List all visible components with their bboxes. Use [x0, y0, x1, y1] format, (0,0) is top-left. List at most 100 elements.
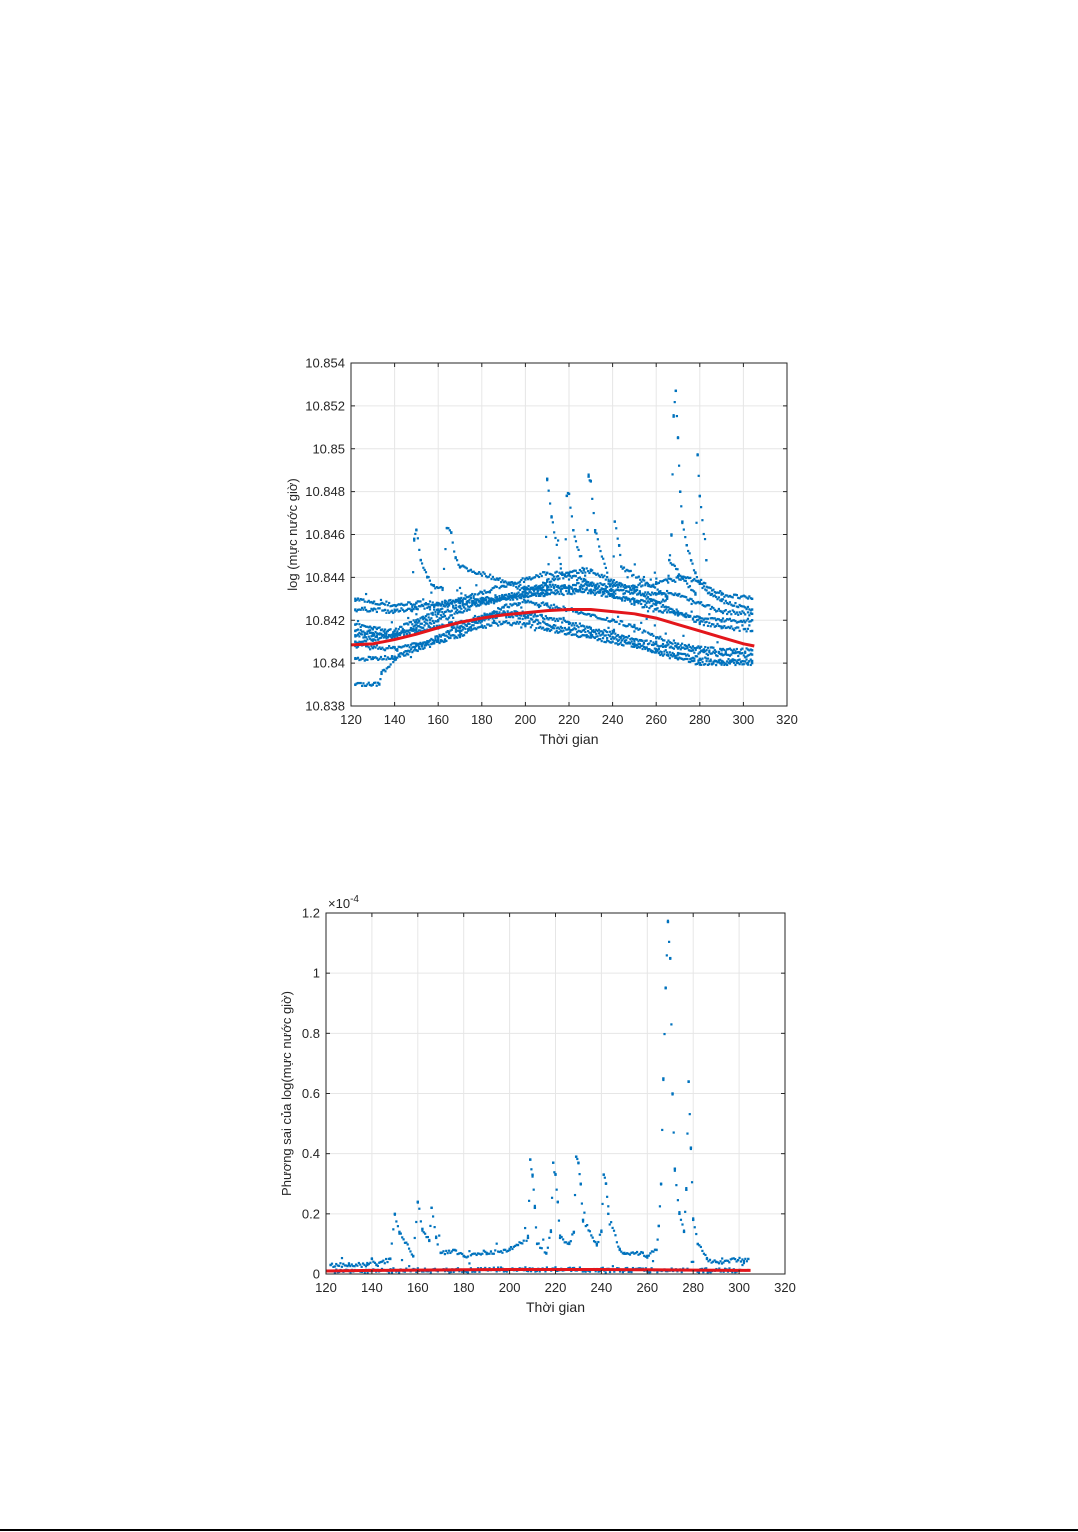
data-point — [561, 584, 564, 587]
data-point — [378, 683, 381, 686]
data-point — [701, 660, 704, 664]
data-point — [664, 645, 667, 648]
data-point — [671, 642, 674, 645]
data-point — [615, 527, 618, 530]
data-point — [619, 641, 622, 644]
data-point — [742, 619, 745, 622]
data-point — [682, 646, 685, 649]
data-point — [498, 586, 501, 590]
data-point — [544, 1270, 547, 1273]
data-point — [430, 617, 433, 620]
data-point — [563, 619, 567, 622]
data-point — [377, 607, 380, 610]
data-point — [716, 654, 719, 658]
data-point — [355, 682, 358, 685]
data-point — [536, 614, 539, 618]
data-point — [483, 619, 486, 622]
data-point — [712, 623, 715, 626]
data-point — [710, 605, 714, 609]
data-point — [555, 589, 558, 592]
data-point — [592, 613, 595, 616]
data-point — [615, 642, 618, 645]
data-point — [603, 618, 606, 621]
data-point — [448, 604, 451, 607]
data-point — [652, 602, 655, 605]
data-point — [396, 630, 399, 633]
data-point — [360, 630, 364, 633]
data-point — [723, 602, 726, 605]
data-point — [424, 644, 428, 647]
data-point — [653, 586, 657, 589]
data-point — [467, 569, 470, 573]
data-point — [586, 1223, 589, 1227]
y-tick-label: 0.2 — [302, 1206, 320, 1221]
data-point — [672, 653, 676, 656]
data-point — [418, 642, 421, 645]
data-point — [683, 613, 686, 616]
data-point — [415, 620, 418, 623]
data-point — [595, 585, 598, 588]
data-point — [489, 1250, 493, 1253]
data-point — [524, 586, 527, 589]
data-point — [706, 617, 710, 620]
data-point — [460, 633, 463, 636]
data-point — [651, 584, 654, 587]
data-point — [705, 617, 708, 620]
data-point — [636, 599, 639, 602]
data-point — [610, 637, 613, 641]
data-point — [626, 624, 629, 628]
data-point — [359, 658, 362, 661]
data-point — [725, 1259, 728, 1262]
data-point — [625, 642, 628, 645]
data-point — [607, 1205, 610, 1208]
data-point — [382, 636, 385, 639]
x-tick-label: 220 — [558, 712, 580, 727]
data-point — [354, 640, 357, 643]
data-point — [398, 645, 402, 649]
data-point — [622, 644, 625, 647]
data-point — [618, 1248, 621, 1252]
data-point — [567, 571, 571, 575]
data-point — [573, 627, 576, 630]
data-point — [491, 611, 494, 614]
data-point — [623, 592, 626, 595]
data-point — [698, 582, 701, 586]
data-point — [554, 589, 557, 592]
data-point — [410, 608, 414, 611]
data-point — [544, 602, 547, 605]
data-point — [438, 609, 441, 612]
data-point — [374, 635, 377, 638]
data-point — [355, 622, 358, 626]
data-point — [488, 590, 492, 593]
data-point — [737, 1258, 740, 1262]
data-point — [412, 629, 415, 632]
data-point — [627, 641, 631, 644]
data-point — [715, 595, 718, 599]
data-point — [683, 579, 686, 582]
data-point — [615, 634, 618, 638]
data-point — [364, 592, 368, 596]
data-point — [698, 581, 701, 584]
data-point — [517, 602, 520, 605]
data-point — [658, 1205, 662, 1208]
data-point — [411, 628, 414, 631]
data-point — [466, 1271, 470, 1274]
data-point — [660, 580, 663, 583]
data-point — [700, 658, 703, 661]
data-point — [549, 1229, 553, 1232]
data-point — [381, 609, 384, 612]
data-point — [692, 569, 696, 572]
data-point — [362, 640, 365, 643]
data-point — [600, 640, 603, 643]
data-point — [661, 592, 665, 595]
data-point — [501, 593, 504, 597]
data-point — [548, 593, 552, 596]
data-point — [450, 1250, 453, 1253]
data-point — [581, 580, 584, 583]
data-point — [364, 640, 368, 643]
data-point — [458, 606, 462, 609]
data-point — [559, 629, 562, 632]
data-point — [732, 593, 736, 596]
data-point — [528, 576, 531, 579]
data-point — [552, 603, 556, 606]
